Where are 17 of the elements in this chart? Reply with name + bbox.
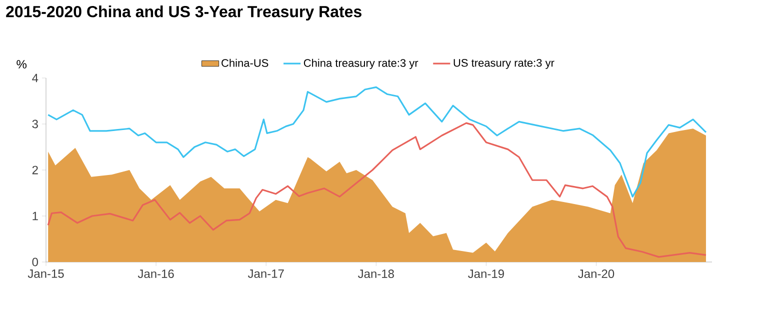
x-tick-label: Jan-15 (28, 270, 64, 278)
legend-label: US treasury rate:3 yr (454, 58, 554, 69)
y-tick-label: 2 (32, 166, 38, 174)
x-tick-label: Jan-20 (578, 270, 614, 278)
y-tick-label: 4 (32, 74, 38, 82)
y-tick-label: 0 (32, 258, 38, 266)
x-tick-label: Jan-18 (358, 270, 394, 278)
legend-label: China-US (222, 58, 268, 67)
y-axis-title: % (16, 60, 26, 68)
x-tick-label: Jan-19 (468, 270, 504, 278)
y-tick-label: 1 (32, 212, 38, 220)
x-tick-label: Jan-16 (138, 270, 174, 278)
y-tick-label: 3 (32, 120, 38, 128)
line-series (47, 86, 707, 198)
chart-title: 2015-2020 China and US 3-Year Treasury Rates (6, 6, 362, 20)
x-tick-label: Jan-17 (248, 270, 284, 278)
legend-label: China treasury rate:3 yr (304, 58, 418, 70)
